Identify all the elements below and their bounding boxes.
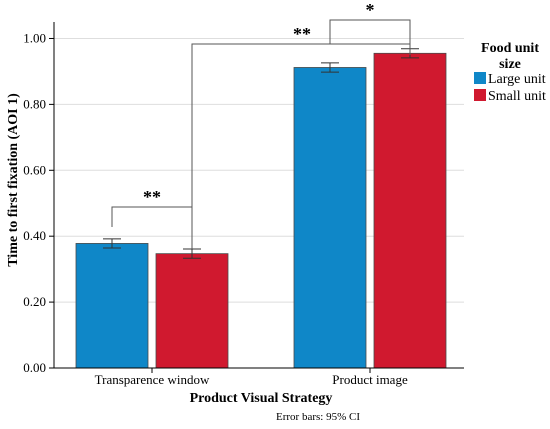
error-bars bbox=[103, 49, 419, 259]
bars bbox=[76, 53, 446, 368]
y-tick-label: 0.00 bbox=[23, 360, 46, 375]
x-tick-label: Product image bbox=[332, 372, 408, 387]
legend-label-large-unit: Large unit bbox=[488, 72, 546, 87]
significance-bracket-across-label: ** bbox=[293, 24, 311, 44]
significance-bracket-product-label: * bbox=[366, 0, 375, 20]
error-bar-note: Error bars: 95% CI bbox=[276, 411, 360, 423]
legend-swatch-small-unit bbox=[474, 89, 486, 101]
legend-title-line1: Food unit bbox=[481, 41, 539, 56]
bar bbox=[294, 67, 366, 368]
significance-bracket-product bbox=[330, 20, 410, 44]
legend-swatch-large-unit bbox=[474, 72, 486, 84]
bar bbox=[374, 53, 446, 368]
x-tick-label: Transparence window bbox=[95, 372, 210, 387]
bar bbox=[156, 254, 228, 368]
x-axis-title: Product Visual Strategy bbox=[190, 391, 333, 406]
y-tick-label: 0.80 bbox=[23, 96, 46, 111]
significance-bracket-transparence-label: ** bbox=[143, 187, 161, 207]
legend: Food unit size Large unit Small unit bbox=[474, 41, 546, 104]
bar bbox=[76, 243, 148, 368]
significance-bracket-transparence bbox=[112, 207, 192, 232]
y-tick-label: 0.60 bbox=[23, 162, 46, 177]
y-tick-label: 1.00 bbox=[23, 30, 46, 45]
legend-label-small-unit: Small unit bbox=[488, 89, 546, 104]
y-tick-label: 0.40 bbox=[23, 228, 46, 243]
y-tick-label: 0.20 bbox=[23, 294, 46, 309]
y-axis-title: Time to first fixation (AOI 1) bbox=[6, 93, 21, 267]
legend-title-line2: size bbox=[499, 57, 521, 72]
